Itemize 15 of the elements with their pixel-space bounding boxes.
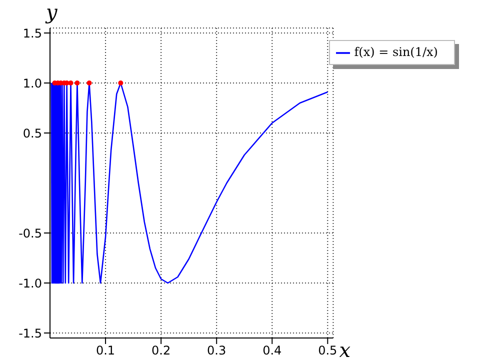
x-tick-label: 0.4 bbox=[262, 344, 282, 358]
y-tick-label: 1.0 bbox=[22, 76, 42, 90]
x-tick-label: 0.2 bbox=[152, 344, 171, 358]
line-series bbox=[50, 82, 328, 284]
y-tick-label: 0.5 bbox=[22, 126, 42, 140]
y-tick-label: -1.5 bbox=[18, 326, 42, 340]
x-tick-label: 0.3 bbox=[207, 344, 226, 358]
y-tick-label: -1.0 bbox=[18, 276, 42, 290]
x-tick-label: 0.1 bbox=[96, 344, 116, 358]
y-tick-label: -0.5 bbox=[18, 226, 42, 240]
x-tick-label: 0.5 bbox=[318, 344, 338, 358]
x-axis-title: x bbox=[339, 338, 350, 362]
y-axis-title: y bbox=[46, 0, 58, 24]
y-tick-label: 1.5 bbox=[22, 26, 42, 40]
legend-label: f(x) = sin(1/x) bbox=[354, 45, 438, 59]
